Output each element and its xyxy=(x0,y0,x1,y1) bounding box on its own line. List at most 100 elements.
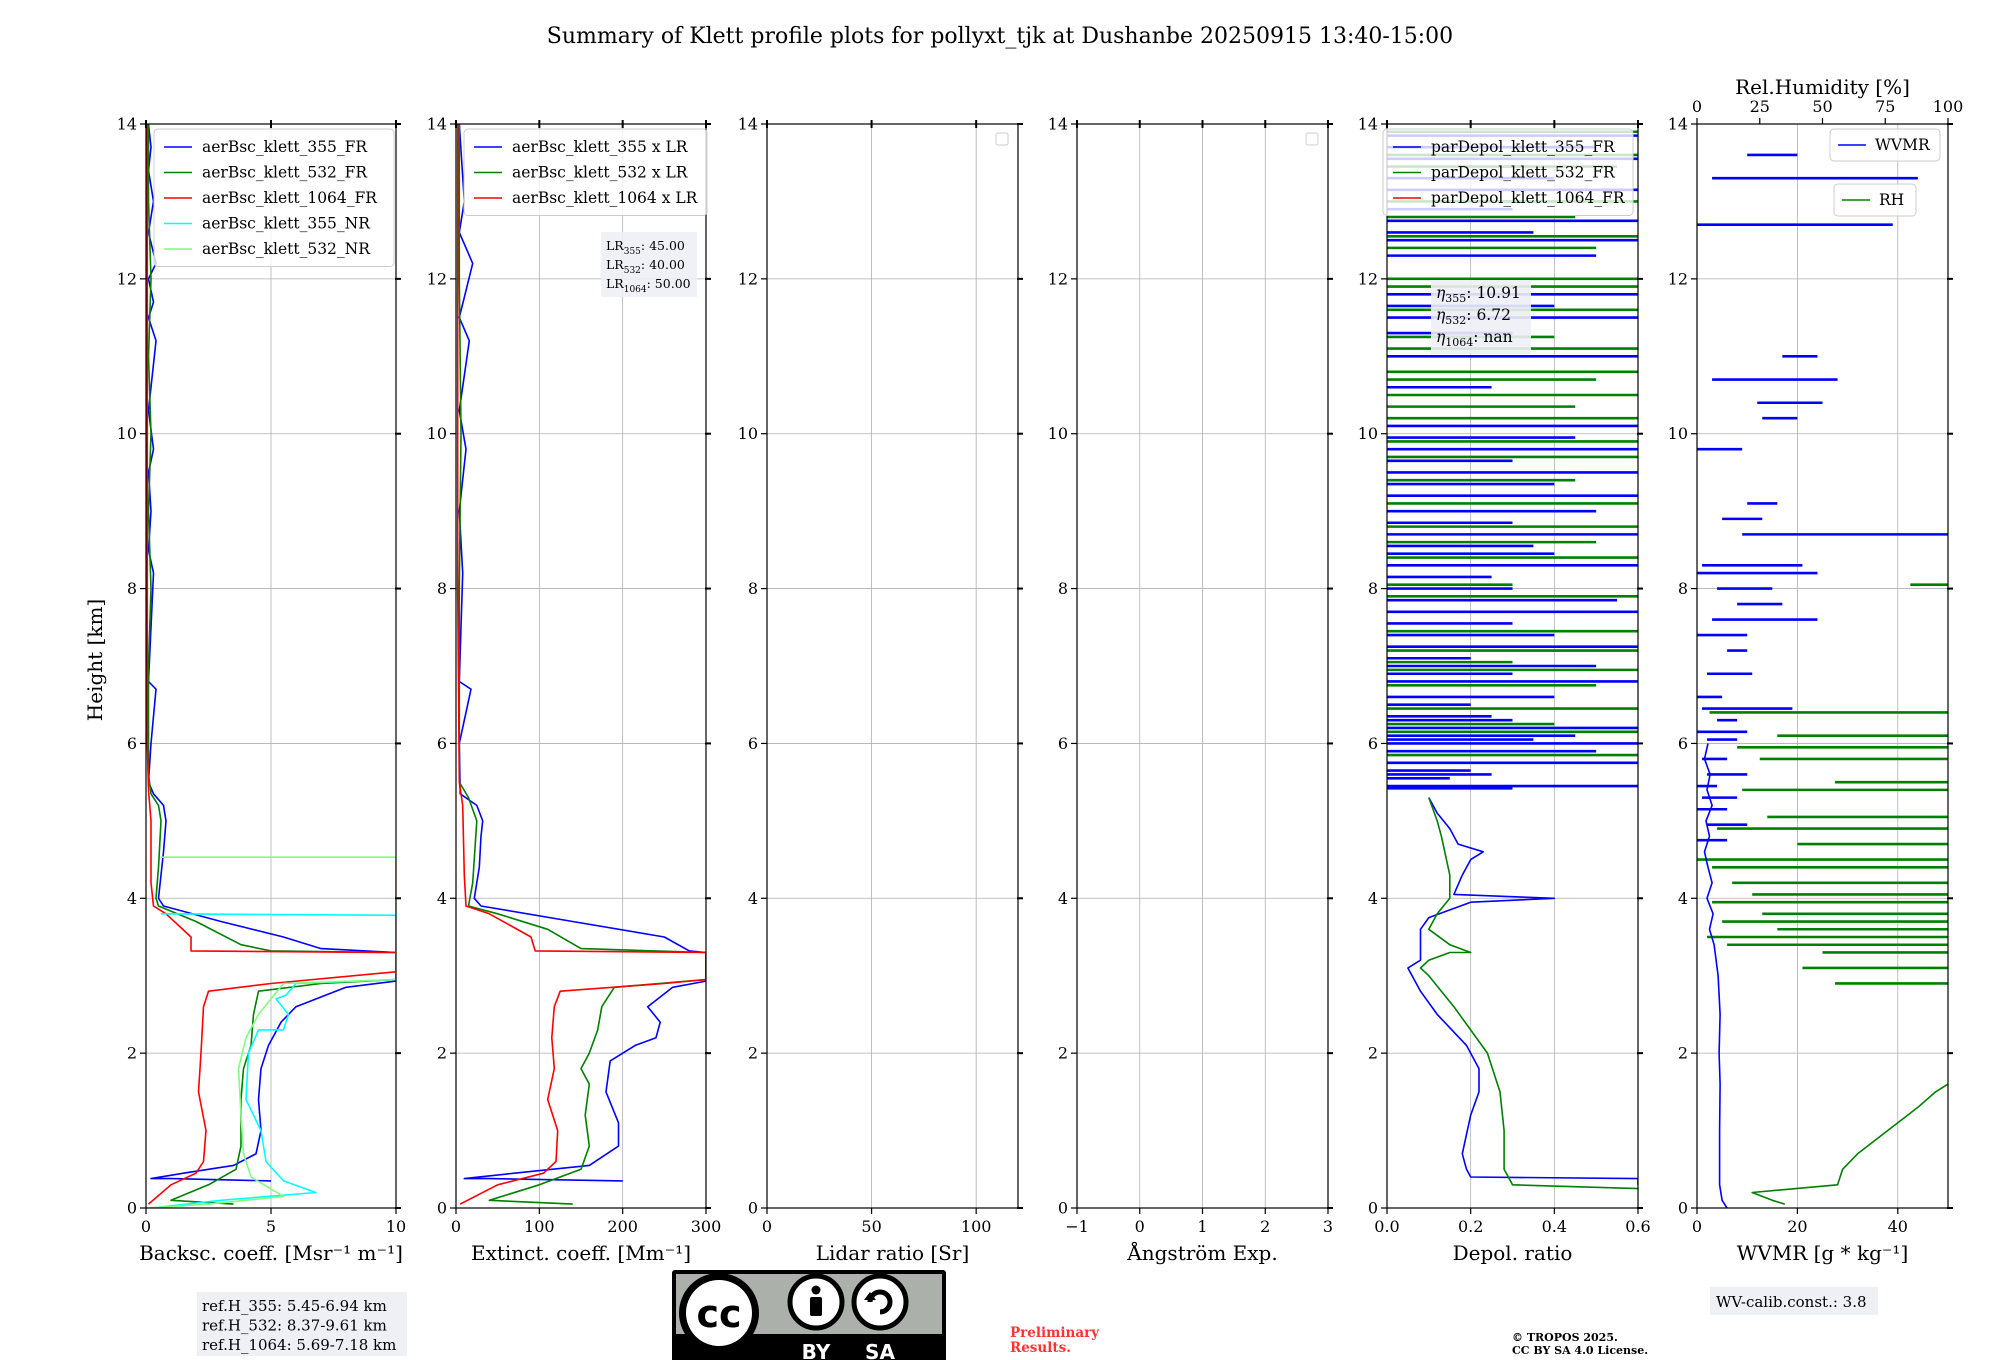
axes-frame xyxy=(1386,123,1639,1209)
y-tick-label: 14 xyxy=(1358,115,1378,134)
y-tick-label: 14 xyxy=(117,115,137,134)
annotation-bsc: ref.H_355: 5.45-6.94 km ref.H_532: 8.37-9… xyxy=(197,1292,407,1356)
legend-entry: aerBsc_klett_532_FR xyxy=(202,164,368,182)
series-line-aerBsc_klett_355_FR xyxy=(147,124,396,1182)
annotation-base: LR xyxy=(606,276,624,291)
top-axis-label: Rel.Humidity [%] xyxy=(1735,75,1910,99)
x-axis-label-ext: Extinct. coeff. [Mm⁻¹] xyxy=(471,1241,691,1265)
x-axis-label-bsc: Backsc. coeff. [Msr⁻¹ m⁻¹] xyxy=(139,1241,403,1265)
legend-entry: parDepol_klett_355_FR xyxy=(1431,138,1616,156)
y-tick-label: 0 xyxy=(1678,1199,1688,1218)
y-tick-label: 6 xyxy=(1058,734,1068,753)
x-tick-label: 100 xyxy=(524,1217,555,1236)
by-icon-head xyxy=(811,1285,821,1295)
top-x-tick-label: 25 xyxy=(1750,97,1770,116)
y-tick-label: 10 xyxy=(1668,424,1688,443)
figure-title: Summary of Klett profile plots for polly… xyxy=(547,24,1453,49)
y-tick-label: 14 xyxy=(738,115,758,134)
annotation-subscript: 355 xyxy=(1445,292,1466,305)
legend-entry: aerBsc_klett_532 x LR xyxy=(512,164,689,182)
series-line-parDepol_klett_355_FR xyxy=(1407,797,1638,1185)
y-tick-label: 0 xyxy=(1368,1199,1378,1218)
annotation-line: ref.H_1064: 5.69-7.18 km xyxy=(202,1336,396,1354)
axes-frame xyxy=(766,123,1019,1209)
annotation-box xyxy=(1710,1287,1878,1315)
top-x-tick-label: 100 xyxy=(1933,97,1964,116)
y-tick-label: 0 xyxy=(437,1199,447,1218)
empty-legend xyxy=(1305,132,1319,146)
legend-entry: WVMR xyxy=(1875,136,1931,154)
legend-RH: RH xyxy=(1833,183,1917,217)
annotation-line: WV-calib.const.: 3.8 xyxy=(1716,1293,1867,1311)
y-tick-label: 8 xyxy=(1058,579,1068,598)
y-tick-label: 0 xyxy=(1058,1199,1068,1218)
annotation-subscript: 532 xyxy=(624,266,641,276)
y-tick-label: 6 xyxy=(437,734,447,753)
y-tick-label: 6 xyxy=(748,734,758,753)
y-tick-label: 8 xyxy=(1368,579,1378,598)
y-tick-label: 8 xyxy=(127,579,137,598)
copyright-line-2: CC BY SA 4.0 License. xyxy=(1512,1344,1648,1357)
data-area-bsc xyxy=(146,124,396,1208)
series-line-parDepol_klett_532_FR xyxy=(1419,797,1638,1190)
annotation-line: LR532: 40.00 xyxy=(606,257,685,276)
annotation-line: ref.H_532: 8.37-9.61 km xyxy=(202,1317,387,1335)
x-tick-label: 0.0 xyxy=(1374,1217,1399,1236)
y-tick-label: 8 xyxy=(437,579,447,598)
legend-entry: aerBsc_klett_355_FR xyxy=(202,138,368,156)
y-axis-label: Height [km] xyxy=(83,599,107,721)
legend-entry: parDepol_klett_532_FR xyxy=(1431,164,1616,182)
panel-depol: 0 2 4 6 8 10 12 14 0.0 0.2 0.4 0.6 Depol. ratio parDe… xyxy=(1358,115,1651,1266)
annotation-subscript: 1064 xyxy=(624,285,647,295)
y-tick-label: 4 xyxy=(437,889,447,908)
y-tick-label: 10 xyxy=(738,424,758,443)
x-tick-label: 0.4 xyxy=(1542,1217,1567,1236)
annotation-line: LR355: 45.00 xyxy=(606,238,685,257)
x-tick-label: 0.2 xyxy=(1458,1217,1483,1236)
series-line-WVMR xyxy=(1703,743,1728,1208)
annotation-box xyxy=(1431,280,1531,354)
y-tick-label: 8 xyxy=(748,579,758,598)
x-tick-label: 100 xyxy=(961,1217,992,1236)
axes-frame xyxy=(455,123,707,1209)
annotation-subscript: 355 xyxy=(624,247,641,257)
y-tick-label: 4 xyxy=(1678,889,1688,908)
x-tick-label: −1 xyxy=(1065,1217,1089,1236)
x-axis-label-depol: Depol. ratio xyxy=(1453,1241,1573,1265)
top-x-tick-label: 50 xyxy=(1812,97,1832,116)
legend-box xyxy=(463,128,708,216)
y-tick-label: 12 xyxy=(738,269,758,288)
by-label: BY xyxy=(802,1340,831,1360)
annotation-subscript: 1064 xyxy=(1445,336,1473,349)
data-area-wv xyxy=(1697,153,1948,1208)
legend-entry: aerBsc_klett_1064 x LR xyxy=(512,189,699,207)
x-tick-label: 40 xyxy=(1888,1217,1908,1236)
annotation-value: : 45.00 xyxy=(641,238,685,253)
legend-box xyxy=(1829,128,1941,162)
y-tick-label: 14 xyxy=(1048,115,1068,134)
y-tick-label: 12 xyxy=(117,269,137,288)
legend-WVMR: WVMR xyxy=(1829,128,1941,162)
x-tick-label: 300 xyxy=(691,1217,722,1236)
annotation-box xyxy=(197,1292,407,1356)
copyright-line-1: © TROPOS 2025. xyxy=(1512,1331,1618,1344)
series-line-aerBsc_klett_532_FR xyxy=(147,124,396,1205)
top-x-tick-label: 75 xyxy=(1875,97,1895,116)
x-tick-label: 0 xyxy=(141,1217,151,1236)
cc-license-badge: cc BY SA xyxy=(672,1270,946,1360)
y-tick-label: 12 xyxy=(427,269,447,288)
legend-entry: aerBsc_klett_532_NR xyxy=(202,240,371,258)
cc-logo-text: cc xyxy=(696,1292,741,1336)
y-tick-label: 4 xyxy=(127,889,137,908)
annotation-box xyxy=(601,232,697,297)
y-tick-label: 6 xyxy=(127,734,137,753)
x-tick-label: 0.6 xyxy=(1625,1217,1650,1236)
legend-entry: aerBsc_klett_1064_FR xyxy=(202,189,378,207)
annotation-line: η532: 6.72 xyxy=(1436,306,1511,327)
panel-lr: 0 2 4 6 8 10 12 14 0 50 100 Lidar ratio [Sr] xyxy=(738,115,1023,1265)
series-line-aerBsc_klett_1064_FR xyxy=(146,124,396,1205)
annotation-base: η xyxy=(1436,328,1446,346)
